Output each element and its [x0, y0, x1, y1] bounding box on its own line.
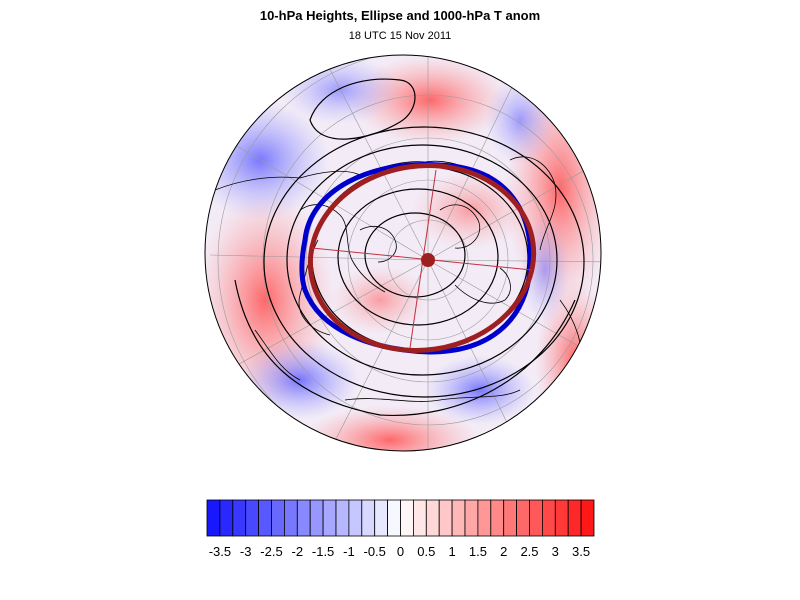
colorbar-box: [387, 499, 401, 537]
colorbar-tick-label: 2.5: [520, 544, 538, 559]
colorbar-box: [503, 499, 518, 537]
colorbar-box: [361, 499, 376, 537]
colorbar-box: [477, 499, 492, 537]
colorbar-box: [348, 499, 363, 537]
chart-subtitle: 18 UTC 15 Nov 2011: [348, 30, 452, 42]
colorbar-boxes: [206, 499, 595, 537]
colorbar-box: [322, 499, 337, 537]
colorbar-tick-label: 0.5: [417, 544, 435, 559]
colorbar-tick-label: -2.5: [260, 544, 282, 559]
ellipse-red: [307, 163, 537, 353]
colorbar-tick-label: -3: [240, 544, 252, 559]
colorbar-tick-label: 3.5: [572, 544, 590, 559]
colorbar-tick-label: 3: [552, 544, 559, 559]
colorbar-tick-label: -3.5: [209, 544, 231, 559]
colorbar-box: [516, 499, 530, 537]
colorbar-tick-label: -1.5: [312, 544, 334, 559]
colorbar-box: [245, 499, 259, 537]
colorbar-box: [283, 499, 298, 537]
colorbar-box: [529, 499, 543, 537]
colorbar-box: [400, 499, 414, 537]
colorbar-tick-label: 1: [448, 544, 455, 559]
colorbar-box: [296, 499, 311, 537]
colorbar-box: [258, 499, 272, 537]
colorbar-box: [542, 499, 556, 537]
colorbar-box: [580, 499, 595, 537]
colorbar-box: [309, 499, 324, 537]
colorbar-box: [451, 499, 466, 537]
colorbar-tick-label: 1.5: [469, 544, 487, 559]
colorbar-box: [554, 499, 569, 537]
colorbar-box: [335, 499, 350, 537]
colorbar-box: [271, 499, 285, 537]
colorbar-box: [425, 499, 440, 537]
colorbar-box: [438, 499, 453, 537]
globe-outline: [204, 54, 602, 452]
colorbar-box: [567, 499, 582, 537]
colorbar-tick-label: -1: [343, 544, 355, 559]
colorbar-box: [490, 499, 505, 537]
colorbar-box: [232, 499, 247, 537]
ellipse-blue: [299, 161, 534, 355]
colorbar-box: [374, 499, 389, 537]
chart-title: 10-hPa Heights, Ellipse and 1000-hPa T a…: [259, 8, 541, 23]
height-contours: [234, 78, 585, 417]
polar-map: [204, 54, 602, 452]
colorbar-tick-label: 0: [397, 544, 404, 559]
colorbar-box: [219, 499, 234, 537]
colorbar-tick-label: -0.5: [363, 544, 385, 559]
colorbar-box: [412, 499, 427, 537]
colorbar-box: [206, 499, 221, 537]
colorbar-labels: -3.5 -3 -2.5 -2 -1.5 -1 -0.5 0 0.5 1 1.5 2 2.5 3 3.5: [209, 544, 590, 559]
colorbar-tick-label: -2: [292, 544, 304, 559]
colorbar-box: [464, 499, 479, 537]
ellipse-center-marker: [421, 253, 435, 267]
colorbar-tick-label: 2: [500, 544, 507, 559]
